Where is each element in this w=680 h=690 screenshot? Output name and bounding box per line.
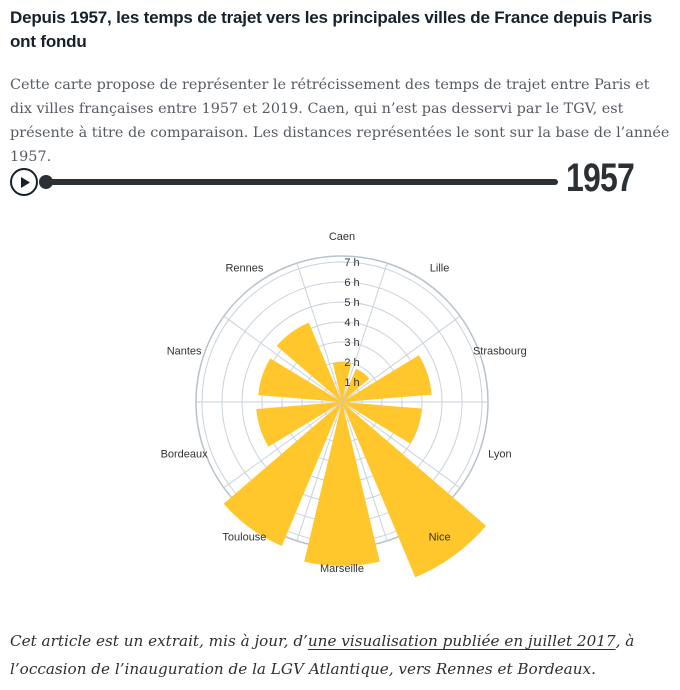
radial-tick-label: 2 h [344,357,359,369]
bar-nantes [258,358,342,402]
radial-tick-label: 4 h [344,317,359,329]
page-title: Depuis 1957, les temps de trajet vers le… [10,8,652,51]
grid-spoke [223,401,343,489]
footer-text-before: Cet article est un extrait, mis à jour, … [10,632,308,650]
category-label: Marseille [320,563,364,575]
radial-tick-label: 1 h [344,377,359,389]
grid-spoke [296,401,343,542]
category-label: Strasbourg [473,346,527,358]
bar-nice [342,402,487,578]
footer-text-after: , à l’occasion de l’inauguration de la L… [10,632,635,678]
category-label: Caen [329,231,355,243]
grid-spoke [223,315,343,403]
grid-spoke [341,401,461,489]
category-label: Lille [430,263,450,275]
bar-marseille [304,402,380,567]
category-label: Bordeaux [161,448,209,460]
grid-spoke [341,262,388,403]
category-label: Rennes [225,263,263,275]
intro-paragraph: Cette carte propose de représenter le ré… [10,77,670,165]
polar-bar-chart: 1 h 2 h 3 h 4 h 5 h 6 h 7 h Caen Lille Strasbour… [161,231,527,578]
category-label: Nantes [167,346,202,358]
footer-note: Cet article est un extrait, mis à jour, … [10,627,674,683]
radial-tick-label: 3 h [344,337,359,349]
category-label: Lyon [488,448,511,460]
grid-spoke [341,401,388,542]
bar-rennes [276,322,342,402]
timeline-slider[interactable] [39,175,558,189]
footer-link[interactable]: une visualisation publiée en juillet 201… [307,632,616,650]
grid-spoke [296,262,343,403]
bar-lyon [342,402,422,444]
radial-tick-label: 7 h [344,257,359,269]
radial-tick-label: 5 h [344,297,359,309]
current-year: 1957 [566,156,635,200]
bar-strasbourg [342,355,432,402]
grid-spoke [341,315,461,403]
bar-caen [332,362,352,402]
play-button[interactable] [10,168,38,196]
category-label: Nice [429,531,451,543]
bar-toulouse [223,402,342,546]
category-label: Toulouse [222,531,266,543]
timeline-slider-handle[interactable] [39,175,53,189]
bar-lille [342,368,370,402]
radial-tick-label: 6 h [344,277,359,289]
bar-bordeaux [256,402,342,447]
play-icon [21,177,30,188]
